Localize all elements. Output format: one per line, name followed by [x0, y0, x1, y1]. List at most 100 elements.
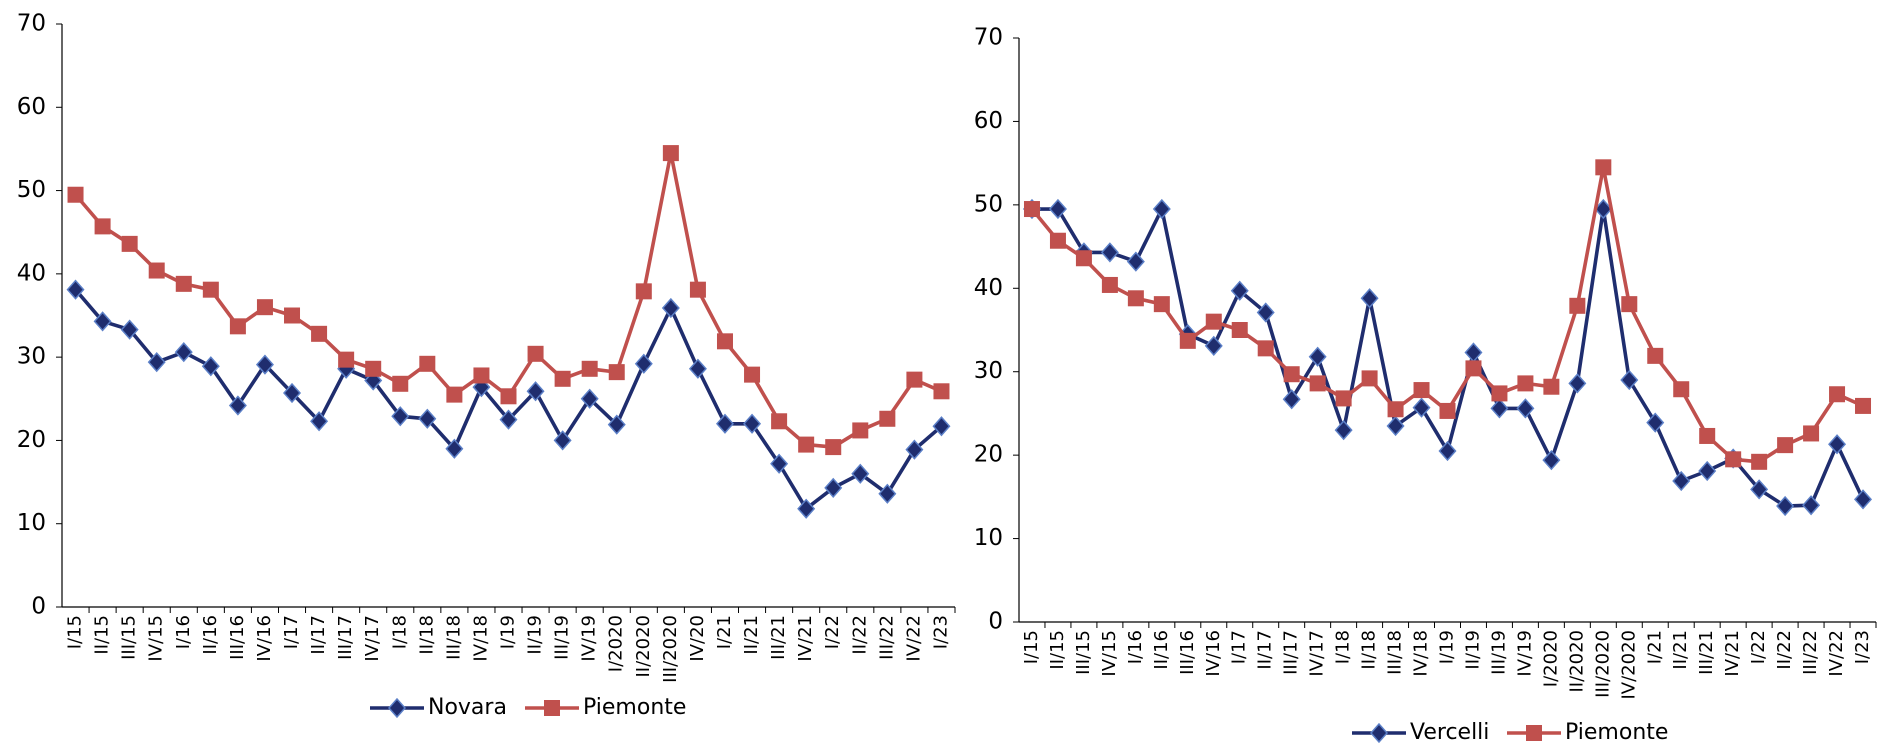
- marker: [608, 364, 625, 381]
- marker: [1542, 450, 1561, 471]
- marker: [1127, 290, 1144, 307]
- marker: [1854, 489, 1873, 510]
- marker: [825, 439, 842, 456]
- legend-marker: [387, 697, 407, 719]
- marker: [878, 483, 897, 504]
- marker: [716, 333, 733, 350]
- marker: [1205, 313, 1222, 330]
- marker: [879, 410, 896, 427]
- x-tick-label: II/22: [849, 615, 870, 655]
- marker: [1439, 402, 1456, 419]
- x-tick-label: I/15: [65, 615, 86, 649]
- marker: [1595, 159, 1612, 176]
- marker: [1620, 369, 1639, 391]
- marker: [1750, 479, 1769, 500]
- marker: [852, 422, 869, 439]
- marker: [1335, 390, 1352, 407]
- x-tick-label: III/2020: [1592, 630, 1613, 698]
- marker: [148, 262, 165, 279]
- marker: [553, 430, 572, 451]
- marker: [1413, 382, 1430, 399]
- marker: [1568, 373, 1587, 394]
- x-tick-label: III/17: [335, 615, 356, 660]
- marker: [1387, 401, 1404, 418]
- marker: [1828, 434, 1847, 455]
- x-tick-label: II/15: [92, 615, 113, 655]
- marker: [1153, 296, 1170, 313]
- legend-label: Vercelli: [1410, 720, 1489, 745]
- marker: [147, 352, 166, 373]
- marker: [365, 360, 382, 377]
- marker: [94, 218, 111, 235]
- x-tick-label: II/22: [1774, 630, 1795, 670]
- marker: [798, 436, 815, 453]
- marker: [526, 381, 545, 402]
- marker: [419, 355, 436, 372]
- marker: [229, 318, 246, 335]
- marker: [689, 281, 706, 298]
- marker: [1152, 198, 1171, 220]
- x-tick-label: I/16: [1125, 630, 1146, 664]
- x-tick-label: III/17: [1281, 630, 1302, 675]
- x-tick-label: I/23: [1852, 630, 1873, 664]
- x-tick-label: III/21: [768, 615, 789, 660]
- legend-marker: [1369, 722, 1389, 744]
- legend-label: Piemonte: [1565, 720, 1668, 745]
- marker: [1543, 378, 1560, 395]
- marker: [1282, 389, 1301, 410]
- marker: [256, 299, 273, 316]
- marker: [1647, 347, 1664, 364]
- x-tick-label: I/19: [498, 615, 519, 649]
- marker: [634, 353, 653, 374]
- x-tick-label: I/17: [1229, 630, 1250, 664]
- x-tick-label: I/23: [930, 615, 951, 649]
- marker: [635, 283, 652, 300]
- marker: [1803, 425, 1820, 442]
- marker: [1829, 386, 1846, 403]
- marker: [1230, 280, 1249, 301]
- x-tick-label: IV/19: [1514, 630, 1535, 677]
- x-tick-label: III/18: [443, 615, 464, 660]
- x-tick-label: IV/21: [795, 615, 816, 662]
- y-tick-label: 70: [17, 11, 46, 37]
- legend-marker: [1526, 725, 1542, 741]
- x-tick-label: II/15: [1047, 630, 1068, 670]
- marker: [1256, 302, 1275, 323]
- marker: [1594, 198, 1613, 220]
- marker: [445, 438, 464, 459]
- x-tick-label: III/15: [1073, 630, 1094, 675]
- x-tick-label: I/22: [1748, 630, 1769, 664]
- marker: [175, 275, 192, 292]
- x-tick-label: III/21: [1696, 630, 1717, 675]
- marker: [1334, 419, 1353, 441]
- x-tick-label: IV/18: [470, 615, 491, 662]
- marker: [1100, 242, 1119, 263]
- marker: [121, 235, 138, 252]
- x-tick-label: II/18: [1359, 630, 1380, 670]
- marker: [283, 382, 302, 404]
- marker: [771, 413, 788, 430]
- marker: [797, 498, 816, 519]
- marker: [1646, 412, 1665, 433]
- marker: [1283, 366, 1300, 383]
- x-tick-label: II/21: [741, 615, 762, 655]
- marker: [932, 416, 951, 437]
- marker: [661, 297, 680, 319]
- y-tick-label: 40: [17, 260, 46, 286]
- marker: [1491, 385, 1508, 402]
- x-tick-label: II/2020: [633, 615, 654, 678]
- marker: [1360, 288, 1379, 309]
- x-tick-label: IV/19: [579, 615, 600, 662]
- marker: [284, 307, 301, 324]
- x-tick-label: II/21: [1670, 630, 1691, 670]
- marker: [744, 366, 761, 383]
- x-tick-label: IV/15: [1099, 630, 1120, 677]
- marker: [554, 370, 571, 387]
- marker: [851, 463, 870, 484]
- y-tick-label: 20: [974, 442, 1003, 468]
- x-tick-label: I/19: [1437, 630, 1458, 664]
- marker: [391, 406, 410, 427]
- marker: [202, 281, 219, 298]
- marker: [500, 388, 517, 405]
